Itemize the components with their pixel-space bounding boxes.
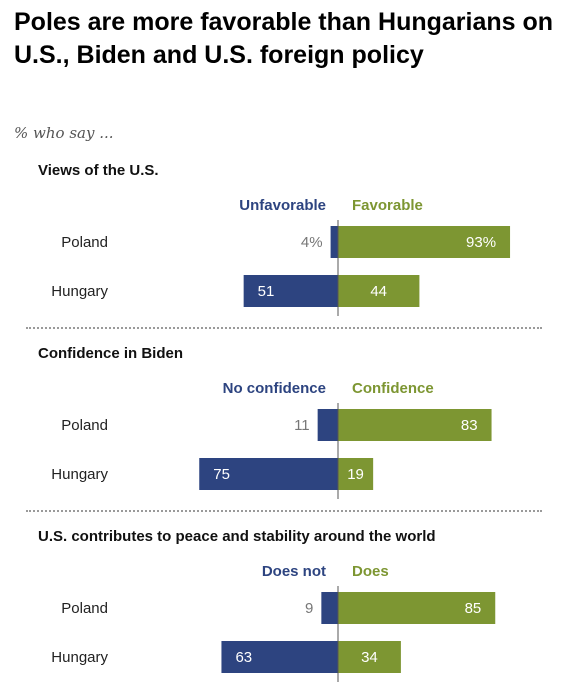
section-divider	[26, 327, 542, 329]
category-label-hungary: Hungary	[51, 466, 108, 483]
bar-does-hungary	[338, 641, 401, 673]
chart-views-of-us: Poland 4% 93% Hungary 51 44	[51, 220, 511, 316]
bar-no-confidence-poland	[317, 409, 338, 441]
panel-title: Views of the U.S.	[38, 162, 159, 179]
panel-title: U.S. contributes to peace and stability …	[38, 528, 436, 545]
legend-no-confidence: No confidence	[222, 380, 326, 397]
chart-subtitle: % who say ...	[14, 124, 114, 142]
data-label-confidence-hungary: 19	[347, 466, 364, 483]
data-label-favorable-hungary: 44	[370, 283, 387, 300]
category-label-poland: Poland	[61, 600, 108, 617]
data-label-does-poland: 85	[465, 600, 482, 617]
legend-does: Does	[352, 563, 389, 580]
bar-favorable-hungary	[338, 275, 420, 307]
data-label-does-not-hungary: 63	[235, 649, 252, 666]
bar-favorable-poland	[338, 226, 511, 258]
legend-favorable: Favorable	[352, 197, 423, 214]
data-label-favorable-poland: 93%	[466, 234, 496, 251]
legend-does-not: Does not	[261, 563, 326, 580]
category-label-hungary: Hungary	[51, 649, 108, 666]
data-label-does-not-poland: 9	[305, 600, 313, 617]
bar-no-confidence-hungary	[199, 458, 338, 490]
category-label-hungary: Hungary	[51, 283, 108, 300]
data-label-no-confidence-hungary: 75	[213, 466, 230, 483]
bar-confidence-hungary	[338, 458, 374, 490]
data-label-unfavorable-hungary: 51	[258, 283, 275, 300]
data-label-confidence-poland: 83	[461, 417, 478, 434]
bar-unfavorable-poland	[330, 226, 338, 258]
category-label-poland: Poland	[61, 417, 108, 434]
bar-unfavorable-hungary	[243, 275, 338, 307]
bar-does-poland	[338, 592, 496, 624]
panel-title: Confidence in Biden	[38, 345, 184, 362]
bar-does-not-hungary	[221, 641, 338, 673]
chart-confidence-in-biden: Poland 11 83 Hungary 75 19	[51, 403, 492, 499]
data-label-does-hungary: 34	[361, 649, 378, 666]
category-label-poland: Poland	[61, 234, 108, 251]
section-divider	[26, 510, 542, 512]
bar-confidence-poland	[338, 409, 492, 441]
data-label-no-confidence-poland: 11	[294, 417, 310, 434]
bar-does-not-poland	[321, 592, 338, 624]
legend-confidence: Confidence	[352, 380, 434, 397]
chart-title: Poles are more favorable than Hungarians…	[14, 8, 554, 69]
data-label-unfavorable-poland: 4%	[301, 234, 323, 251]
legend-unfavorable: Unfavorable	[239, 197, 326, 214]
chart-peace-and-stability: Poland 9 85 Hungary 63 34	[51, 586, 496, 682]
